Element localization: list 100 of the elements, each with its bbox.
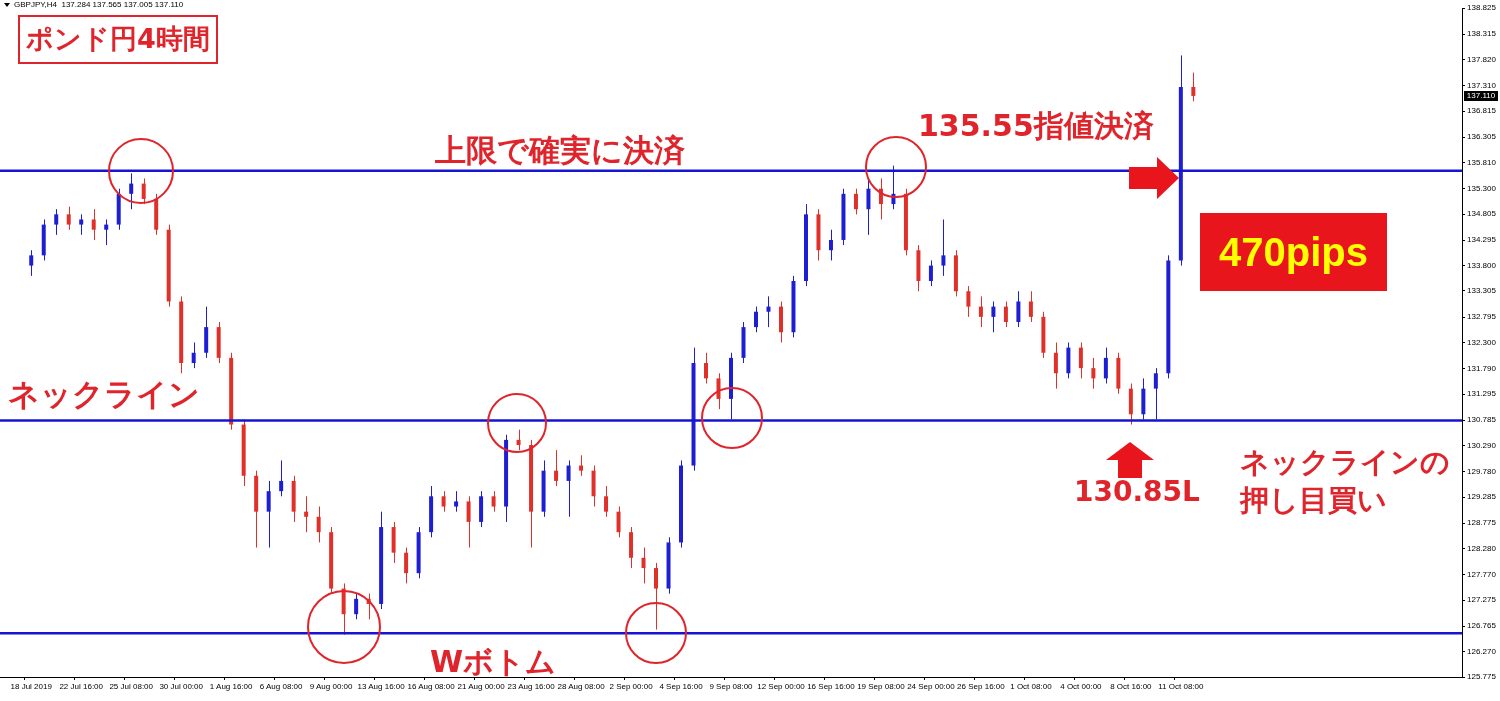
candlestick: [304, 495, 309, 533]
y-tick-label: 134.295: [1467, 235, 1497, 245]
y-tick-label: 135.300: [1467, 183, 1497, 193]
candlestick: [1028, 290, 1033, 323]
annotation: 135.55指値決済: [918, 107, 1154, 145]
x-tick-label: 4 Sep 16:00: [659, 682, 704, 691]
y-tick-label: 126.765: [1467, 621, 1497, 631]
text: 137.110: [1464, 91, 1498, 101]
candlestick: [853, 188, 858, 215]
candlestick: [704, 352, 709, 385]
candlestick: [1053, 342, 1058, 390]
candlestick: [928, 259, 933, 287]
x-tick-label: 6 Aug 08:00: [259, 682, 304, 691]
candlestick: [454, 490, 459, 513]
x-tick-label: 16 Sep 16:00: [807, 682, 856, 691]
x-tick-label: 25 Jul 08:00: [109, 682, 154, 691]
y-tick-label: 128.280: [1467, 543, 1497, 553]
candlestick: [1103, 347, 1108, 385]
y-tick-label: 136.305: [1467, 132, 1497, 142]
y-tick-label: 137.310: [1467, 80, 1497, 90]
candlestick: [516, 429, 521, 451]
y-tick-label: 129.285: [1467, 492, 1497, 502]
x-tick-label: 21 Aug 00:00: [457, 682, 506, 691]
y-tick-label: 135.810: [1467, 157, 1497, 167]
annotation: 470pips: [1200, 213, 1387, 291]
chart-subtitle: GBPJPY,H4 137.284 137.565 137.005 137.110: [14, 0, 184, 9]
candlestick: [54, 208, 59, 236]
candlestick: [266, 480, 271, 549]
y-tick-label: 130.290: [1467, 440, 1497, 450]
candlestick: [79, 213, 84, 236]
x-tick-label: 19 Sep 08:00: [857, 682, 906, 691]
y-tick-label: 137.820: [1467, 54, 1497, 64]
x-tick-label: 26 Sep 16:00: [957, 682, 1006, 691]
y-tick-label: 128.775: [1467, 518, 1497, 528]
candlestick: [104, 218, 109, 246]
x-tick-label: 18 Jul 2019: [10, 682, 53, 691]
candlestick: [191, 342, 196, 369]
annotation: 130.85L: [1074, 474, 1200, 510]
candlestick: [66, 206, 71, 231]
y-tick-label: 133.305: [1467, 286, 1497, 296]
y-tick-label: 131.295: [1467, 389, 1497, 399]
candlestick: [604, 485, 609, 518]
x-tick-label: 30 Jul 00:00: [159, 682, 204, 691]
candlestick: [441, 490, 446, 513]
annotation: ネックラインの押し目買い: [1240, 444, 1451, 519]
x-tick-label: 24 Sep 00:00: [907, 682, 956, 691]
candlestick: [91, 208, 96, 241]
candlestick: [279, 459, 284, 497]
candlestick: [966, 285, 971, 318]
x-tick-label: 28 Aug 08:00: [557, 682, 606, 691]
y-tick-label: 132.795: [1467, 312, 1497, 322]
y-tick-label: 125.775: [1467, 672, 1497, 682]
x-tick-label: 23 Aug 16:00: [507, 682, 556, 691]
candlestick: [566, 459, 571, 518]
candlestick: [991, 300, 996, 333]
candlestick: [753, 306, 758, 333]
x-tick-label: 2 Sep 00:00: [609, 682, 654, 691]
x-tick-label: 4 Oct 00:00: [1060, 682, 1103, 691]
x-tick-label: 12 Sep 00:00: [757, 682, 806, 691]
candlestick: [1191, 72, 1196, 102]
x-tick-label: 1 Oct 08:00: [1010, 682, 1053, 691]
candlestick: [29, 249, 34, 277]
y-tick-label: 133.800: [1467, 260, 1497, 270]
candlestick: [616, 506, 621, 538]
candlestick: [491, 490, 496, 513]
y-tick-label: 126.270: [1467, 646, 1497, 656]
x-tick-label: 9 Sep 08:00: [709, 682, 754, 691]
x-tick-label: 1 Aug 16:00: [209, 682, 254, 691]
candlestick: [641, 547, 646, 584]
candlestick: [654, 562, 659, 631]
y-tick-label: 138.315: [1467, 29, 1497, 39]
candlestick: [1091, 357, 1096, 390]
candlestick: [579, 454, 584, 477]
y-tick-label: 130.785: [1467, 415, 1497, 425]
annotation: 上限で確実に決済: [435, 131, 685, 170]
y-tick-label: 138.825: [1467, 3, 1497, 13]
y-tick-label: 129.780: [1467, 466, 1497, 476]
annotation: Wボトム: [430, 643, 557, 681]
candlestick: [404, 547, 409, 584]
candlestick: [766, 295, 771, 328]
candlestick: [978, 295, 983, 328]
candlestick: [1016, 290, 1021, 328]
candlestick: [554, 449, 559, 487]
annotation: ネックライン: [8, 375, 200, 414]
y-tick-label: 136.815: [1467, 106, 1497, 116]
x-tick-label: 8 Oct 16:00: [1110, 682, 1153, 691]
candlestick: [316, 506, 321, 543]
y-tick-label: 131.790: [1467, 363, 1497, 373]
candlestick: [466, 495, 471, 549]
text: ポンド円4時間: [18, 15, 218, 64]
x-tick-label: 22 Jul 16:00: [59, 682, 104, 691]
x-tick-label: 13 Aug 16:00: [357, 682, 406, 691]
candlestick: [354, 593, 359, 620]
x-tick-label: 16 Aug 08:00: [407, 682, 456, 691]
y-tick-label: 127.275: [1467, 595, 1497, 605]
candlestick: [1078, 342, 1083, 379]
candlestick: [828, 229, 833, 261]
y-tick-label: 134.805: [1467, 209, 1497, 219]
x-tick-label: 9 Aug 00:00: [309, 682, 354, 691]
x-tick-label: 11 Oct 08:00: [1158, 682, 1204, 691]
